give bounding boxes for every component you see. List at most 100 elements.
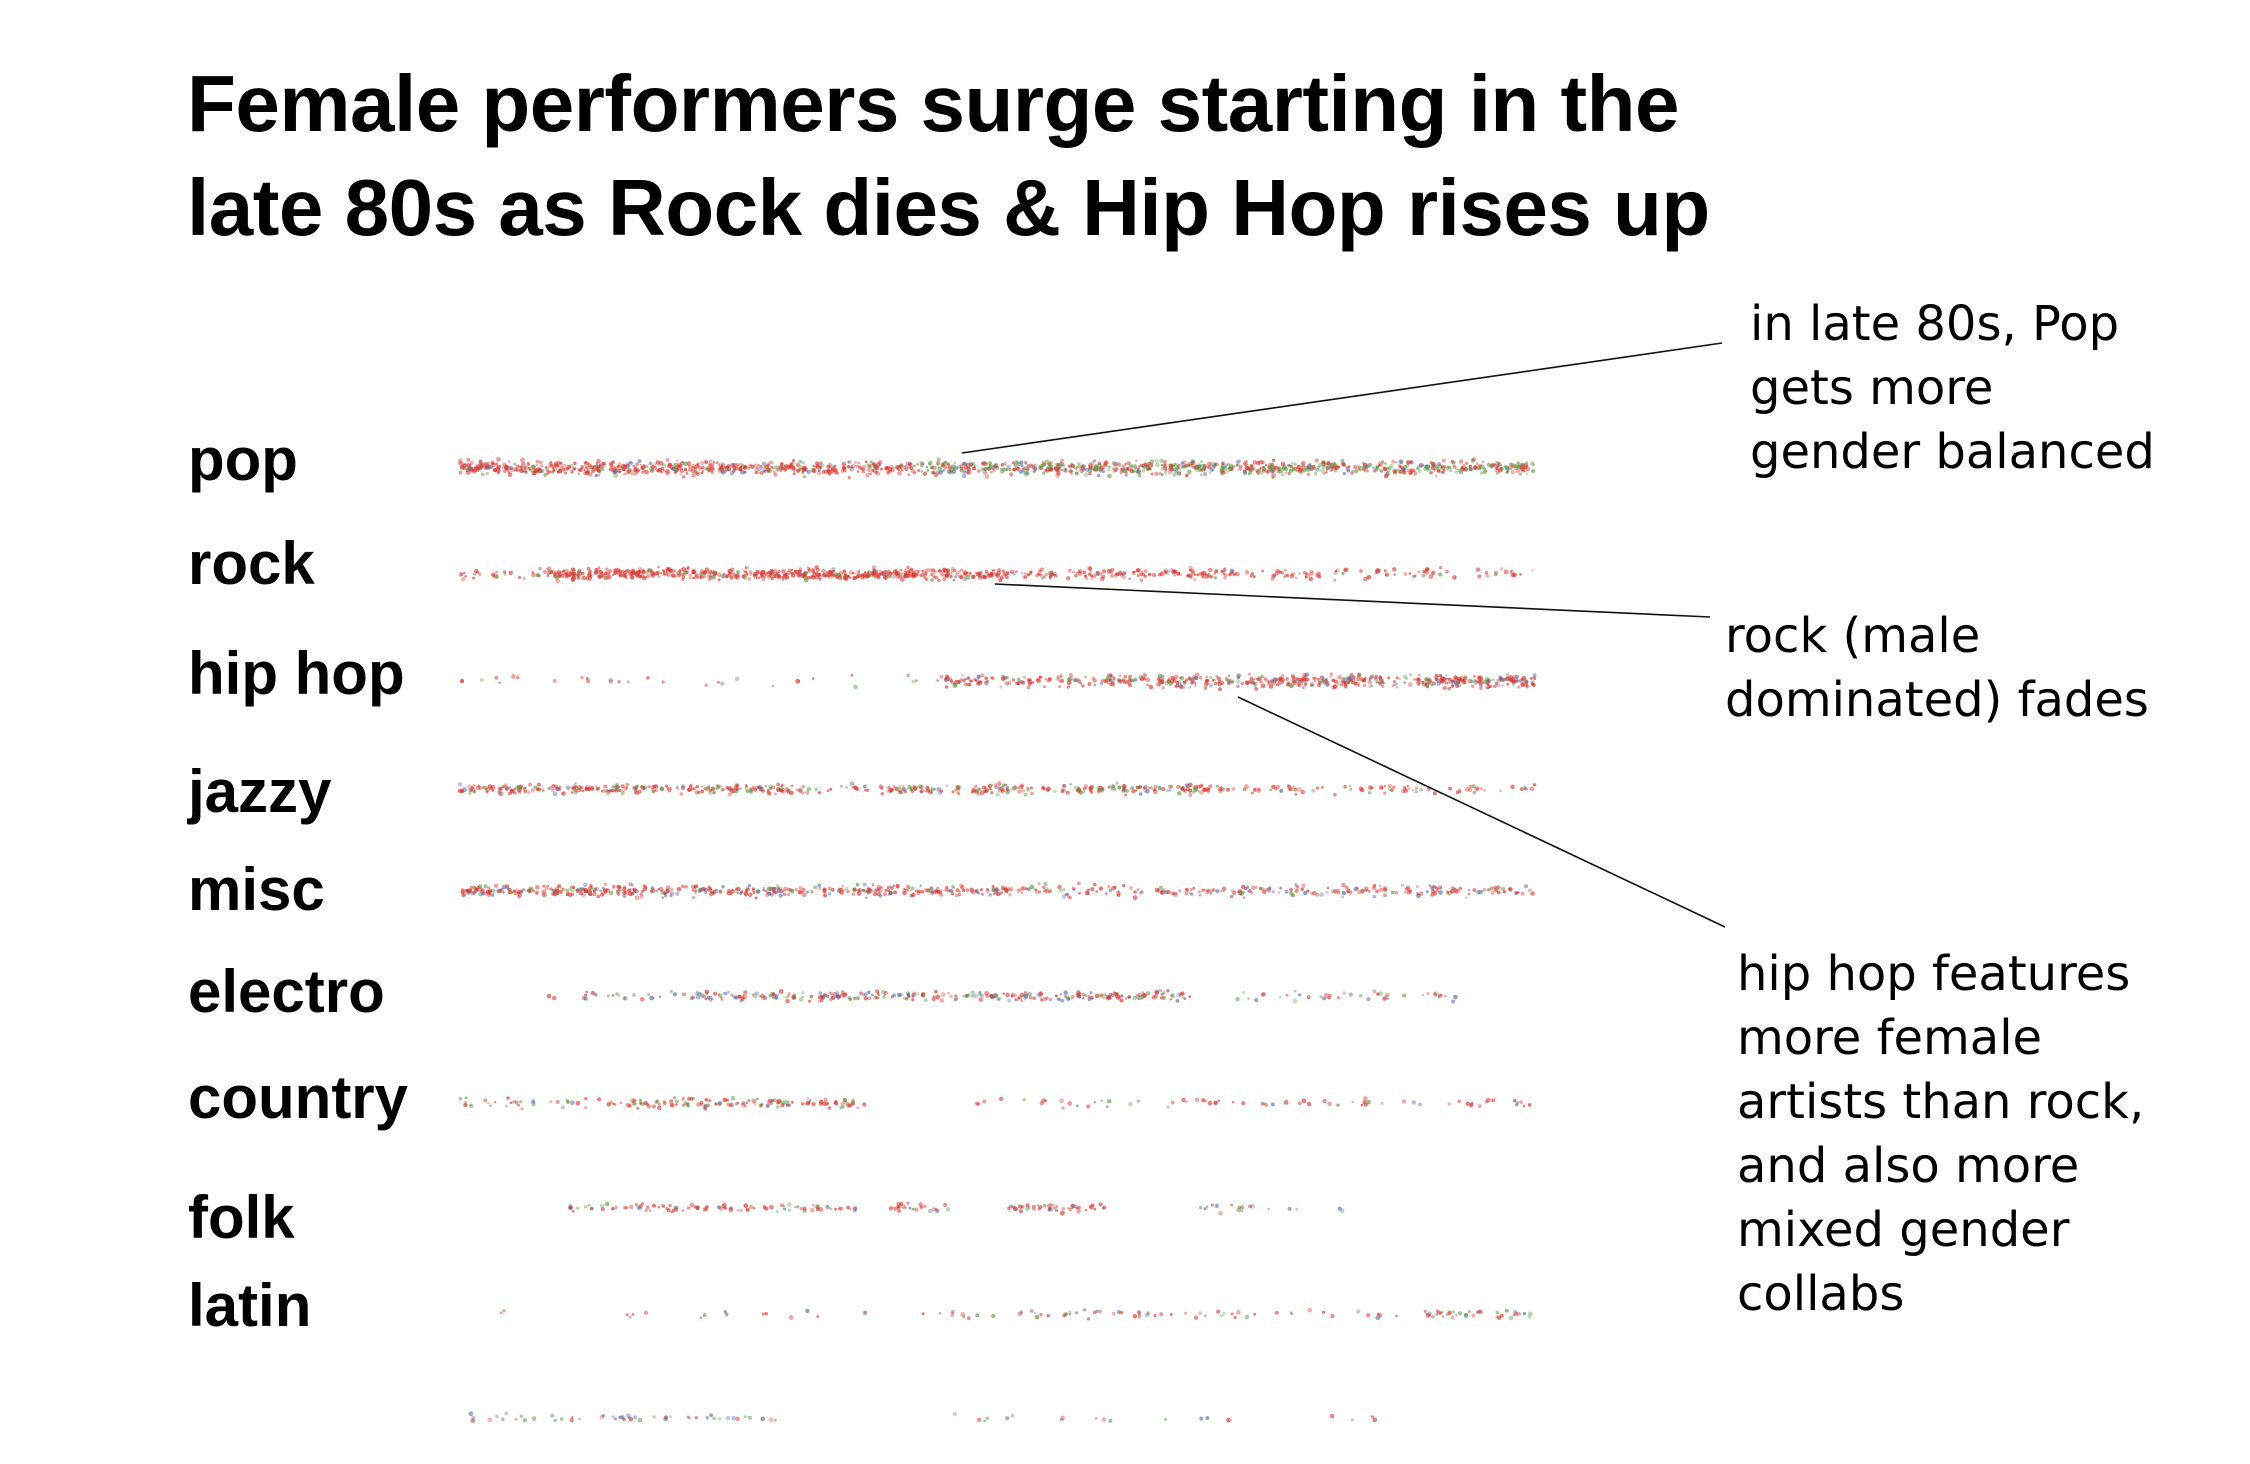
genre-label-country: country: [188, 1064, 409, 1131]
track-dot: [1294, 576, 1298, 580]
track-dot: [479, 678, 484, 682]
track-dot: [895, 574, 900, 579]
track-dot: [1490, 890, 1495, 895]
track-dot: [1392, 567, 1397, 572]
track-dot: [658, 995, 662, 998]
track-dot: [1029, 786, 1033, 790]
track-dot: [916, 463, 919, 466]
track-dot: [801, 461, 805, 465]
track-dot: [772, 574, 777, 578]
track-dot: [760, 995, 766, 1001]
track-dot: [1200, 460, 1203, 464]
track-dot: [486, 890, 490, 894]
track-dot: [1442, 685, 1447, 691]
track-dot: [1016, 467, 1020, 471]
track-dot: [1033, 1208, 1037, 1211]
track-dot: [1440, 465, 1445, 470]
track-dot: [683, 461, 688, 467]
track-dot: [1105, 994, 1111, 1000]
track-dot: [721, 885, 725, 889]
track-dot: [518, 1099, 523, 1104]
track-dot: [1250, 571, 1255, 576]
track-dot: [809, 1207, 815, 1213]
track-dot: [953, 461, 957, 465]
track-dot: [584, 1106, 588, 1110]
track-dot: [662, 468, 665, 471]
track-dot: [1396, 468, 1401, 472]
track-dot: [1235, 679, 1241, 684]
track-dot: [1205, 675, 1209, 679]
strip-rock: [459, 564, 1535, 584]
track-dot: [864, 574, 869, 579]
track-dot: [1002, 992, 1005, 995]
track-dot: [1325, 891, 1329, 894]
track-dot: [1095, 890, 1098, 893]
track-dot: [503, 572, 507, 576]
track-dot: [523, 786, 527, 790]
track-dot: [856, 1106, 859, 1109]
track-dot: [1414, 786, 1419, 790]
track-dot: [561, 791, 566, 796]
track-dot: [540, 468, 545, 474]
track-dot: [1210, 468, 1214, 472]
track-dot: [667, 463, 672, 468]
track-dot: [651, 463, 657, 468]
track-dot: [1475, 462, 1479, 466]
track-dot: [535, 885, 540, 890]
track-dot: [981, 460, 987, 466]
track-dot: [1346, 469, 1351, 473]
track-dot: [867, 996, 872, 1001]
track-dot: [919, 789, 923, 793]
track-dot: [1315, 467, 1320, 472]
track-dot: [687, 1096, 691, 1101]
track-dot: [1192, 681, 1197, 685]
track-dot: [1438, 572, 1443, 577]
track-dot: [810, 568, 815, 573]
track-dot: [1124, 462, 1128, 466]
track-dot: [508, 889, 513, 894]
track-dot: [1375, 465, 1380, 470]
track-dot: [1520, 682, 1526, 688]
track-dot: [1099, 789, 1103, 793]
track-dot: [1255, 468, 1259, 472]
track-dot: [784, 572, 789, 577]
track-dot: [999, 575, 1004, 580]
track-dot: [963, 465, 968, 470]
track-dot: [952, 578, 956, 582]
track-dot: [526, 462, 531, 466]
track-dot: [734, 789, 739, 794]
track-dot: [1508, 675, 1514, 680]
track-dot: [807, 570, 811, 574]
track-dot: [1201, 888, 1205, 892]
track-dot: [980, 468, 984, 472]
track-dot: [1503, 569, 1509, 575]
track-dot: [1074, 573, 1078, 578]
track-dot: [1348, 992, 1353, 997]
track-dot: [841, 884, 844, 888]
track-dot: [821, 568, 826, 573]
track-dot: [635, 784, 640, 788]
track-dot: [930, 568, 935, 573]
track-dot: [1116, 893, 1121, 898]
track-dot: [1045, 788, 1050, 793]
track-dot: [1288, 787, 1292, 791]
track-dot: [1014, 569, 1019, 574]
track-dot: [712, 790, 717, 794]
track-dot: [566, 1100, 570, 1104]
annotation-hip-hop-line-2: more female: [1737, 1010, 2043, 1066]
track-dot: [1042, 786, 1046, 790]
track-dot: [1447, 680, 1451, 685]
track-dot: [778, 886, 782, 891]
track-dot: [940, 572, 945, 577]
track-dot: [1207, 465, 1212, 470]
track-dot: [466, 457, 471, 462]
track-dot: [1393, 573, 1396, 576]
track-dot: [802, 887, 806, 891]
track-dot: [652, 784, 656, 789]
track-dot: [1202, 472, 1208, 477]
track-dot: [673, 1096, 676, 1100]
track-dot: [967, 676, 970, 680]
track-dot: [835, 576, 839, 580]
track-dot: [1372, 884, 1377, 888]
track-dot: [1093, 1101, 1097, 1104]
